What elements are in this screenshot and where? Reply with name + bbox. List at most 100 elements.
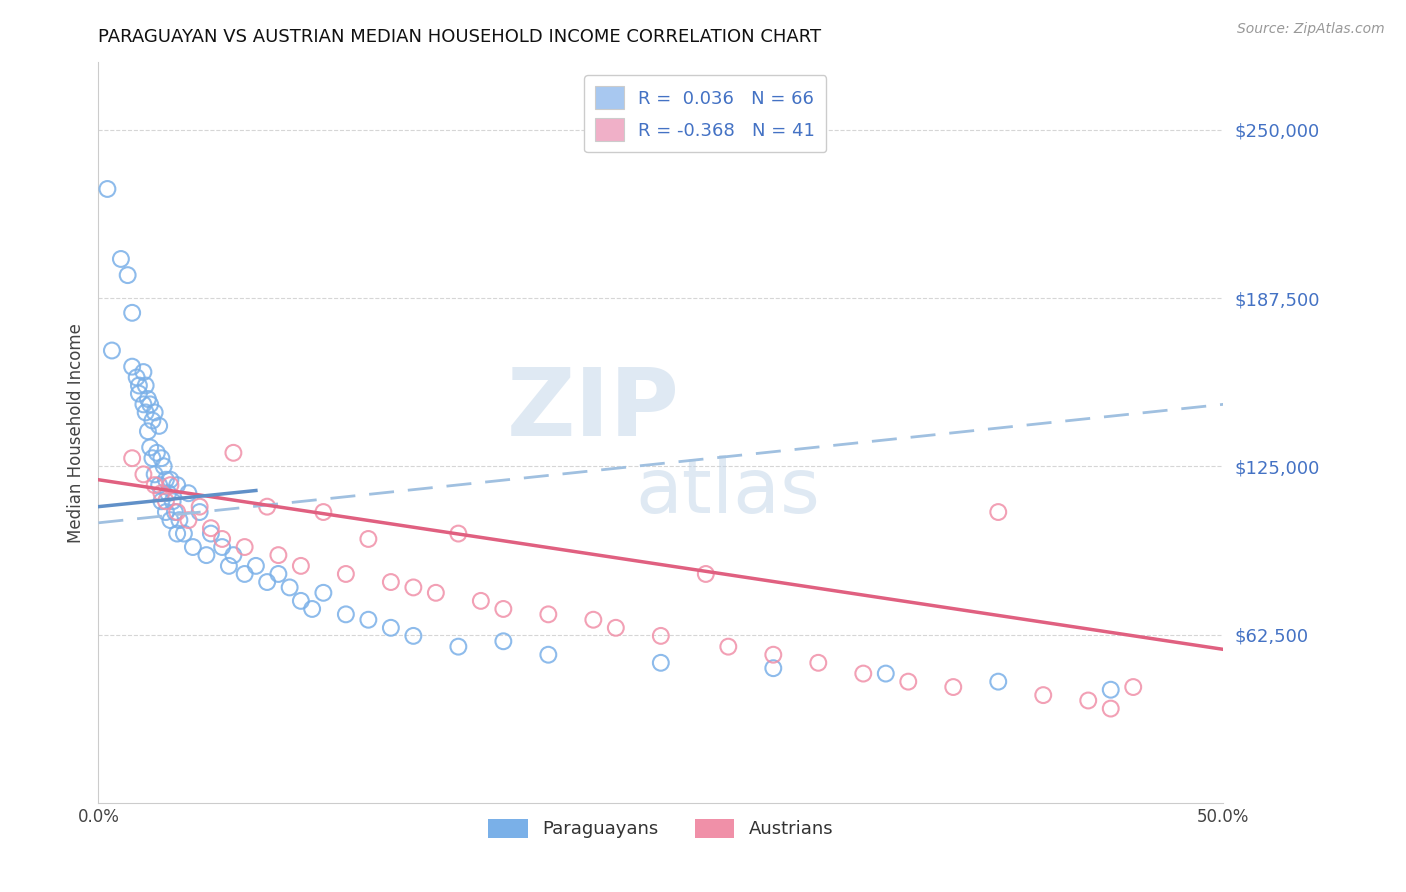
Point <box>335 607 357 622</box>
Point <box>136 392 159 406</box>
Point <box>492 602 515 616</box>
Point <box>762 648 785 662</box>
Point <box>537 607 560 622</box>
Point <box>148 418 170 433</box>
Point <box>132 467 155 482</box>
Point <box>233 566 256 581</box>
Point <box>470 594 492 608</box>
Point <box>717 640 740 654</box>
Point <box>143 467 166 482</box>
Point <box>169 513 191 527</box>
Point <box>537 648 560 662</box>
Y-axis label: Median Household Income: Median Household Income <box>66 323 84 542</box>
Point <box>155 473 177 487</box>
Point <box>267 548 290 562</box>
Point <box>897 674 920 689</box>
Point <box>582 613 605 627</box>
Point <box>96 182 118 196</box>
Point <box>141 413 163 427</box>
Point <box>128 386 150 401</box>
Point <box>1122 680 1144 694</box>
Point <box>650 629 672 643</box>
Legend: Paraguayans, Austrians: Paraguayans, Austrians <box>481 812 841 846</box>
Point <box>290 594 312 608</box>
Point <box>245 558 267 573</box>
Point <box>987 674 1010 689</box>
Point <box>159 473 181 487</box>
Point <box>267 566 290 581</box>
Point <box>188 500 211 514</box>
Point <box>125 370 148 384</box>
Text: Source: ZipAtlas.com: Source: ZipAtlas.com <box>1237 22 1385 37</box>
Point <box>987 505 1010 519</box>
Point <box>177 486 200 500</box>
Point <box>218 558 240 573</box>
Point <box>492 634 515 648</box>
Point <box>159 478 181 492</box>
Point <box>335 566 357 581</box>
Point <box>159 513 181 527</box>
Point <box>141 451 163 466</box>
Point <box>357 532 380 546</box>
Point <box>132 365 155 379</box>
Point <box>312 586 335 600</box>
Point <box>256 575 278 590</box>
Point <box>312 505 335 519</box>
Point <box>695 566 717 581</box>
Text: atlas: atlas <box>636 455 821 529</box>
Point <box>605 621 627 635</box>
Point <box>447 526 470 541</box>
Point <box>132 397 155 411</box>
Point <box>117 268 139 282</box>
Point <box>163 505 186 519</box>
Point <box>402 581 425 595</box>
Point <box>380 621 402 635</box>
Text: PARAGUAYAN VS AUSTRIAN MEDIAN HOUSEHOLD INCOME CORRELATION CHART: PARAGUAYAN VS AUSTRIAN MEDIAN HOUSEHOLD … <box>98 28 821 45</box>
Point <box>380 575 402 590</box>
Point <box>177 513 200 527</box>
Point <box>1077 693 1099 707</box>
Point <box>173 526 195 541</box>
Point <box>852 666 875 681</box>
Point <box>222 548 245 562</box>
Point <box>211 540 233 554</box>
Point <box>301 602 323 616</box>
Point <box>402 629 425 643</box>
Point <box>650 656 672 670</box>
Point <box>162 494 184 508</box>
Point <box>222 446 245 460</box>
Point <box>157 486 180 500</box>
Point <box>166 478 188 492</box>
Point <box>233 540 256 554</box>
Point <box>447 640 470 654</box>
Point <box>135 405 157 419</box>
Point <box>150 494 173 508</box>
Point <box>143 405 166 419</box>
Point <box>155 505 177 519</box>
Point <box>290 558 312 573</box>
Point <box>121 359 143 374</box>
Point <box>121 306 143 320</box>
Point <box>150 486 173 500</box>
Point <box>101 343 124 358</box>
Point <box>128 378 150 392</box>
Point <box>146 446 169 460</box>
Point <box>135 378 157 392</box>
Point <box>139 397 162 411</box>
Point <box>143 478 166 492</box>
Point <box>139 441 162 455</box>
Point <box>875 666 897 681</box>
Point <box>152 459 174 474</box>
Point <box>181 540 204 554</box>
Point <box>357 613 380 627</box>
Point <box>256 500 278 514</box>
Point <box>1032 688 1054 702</box>
Point <box>762 661 785 675</box>
Point <box>807 656 830 670</box>
Point <box>211 532 233 546</box>
Point <box>1099 701 1122 715</box>
Point <box>425 586 447 600</box>
Point <box>136 424 159 438</box>
Point <box>121 451 143 466</box>
Point <box>1099 682 1122 697</box>
